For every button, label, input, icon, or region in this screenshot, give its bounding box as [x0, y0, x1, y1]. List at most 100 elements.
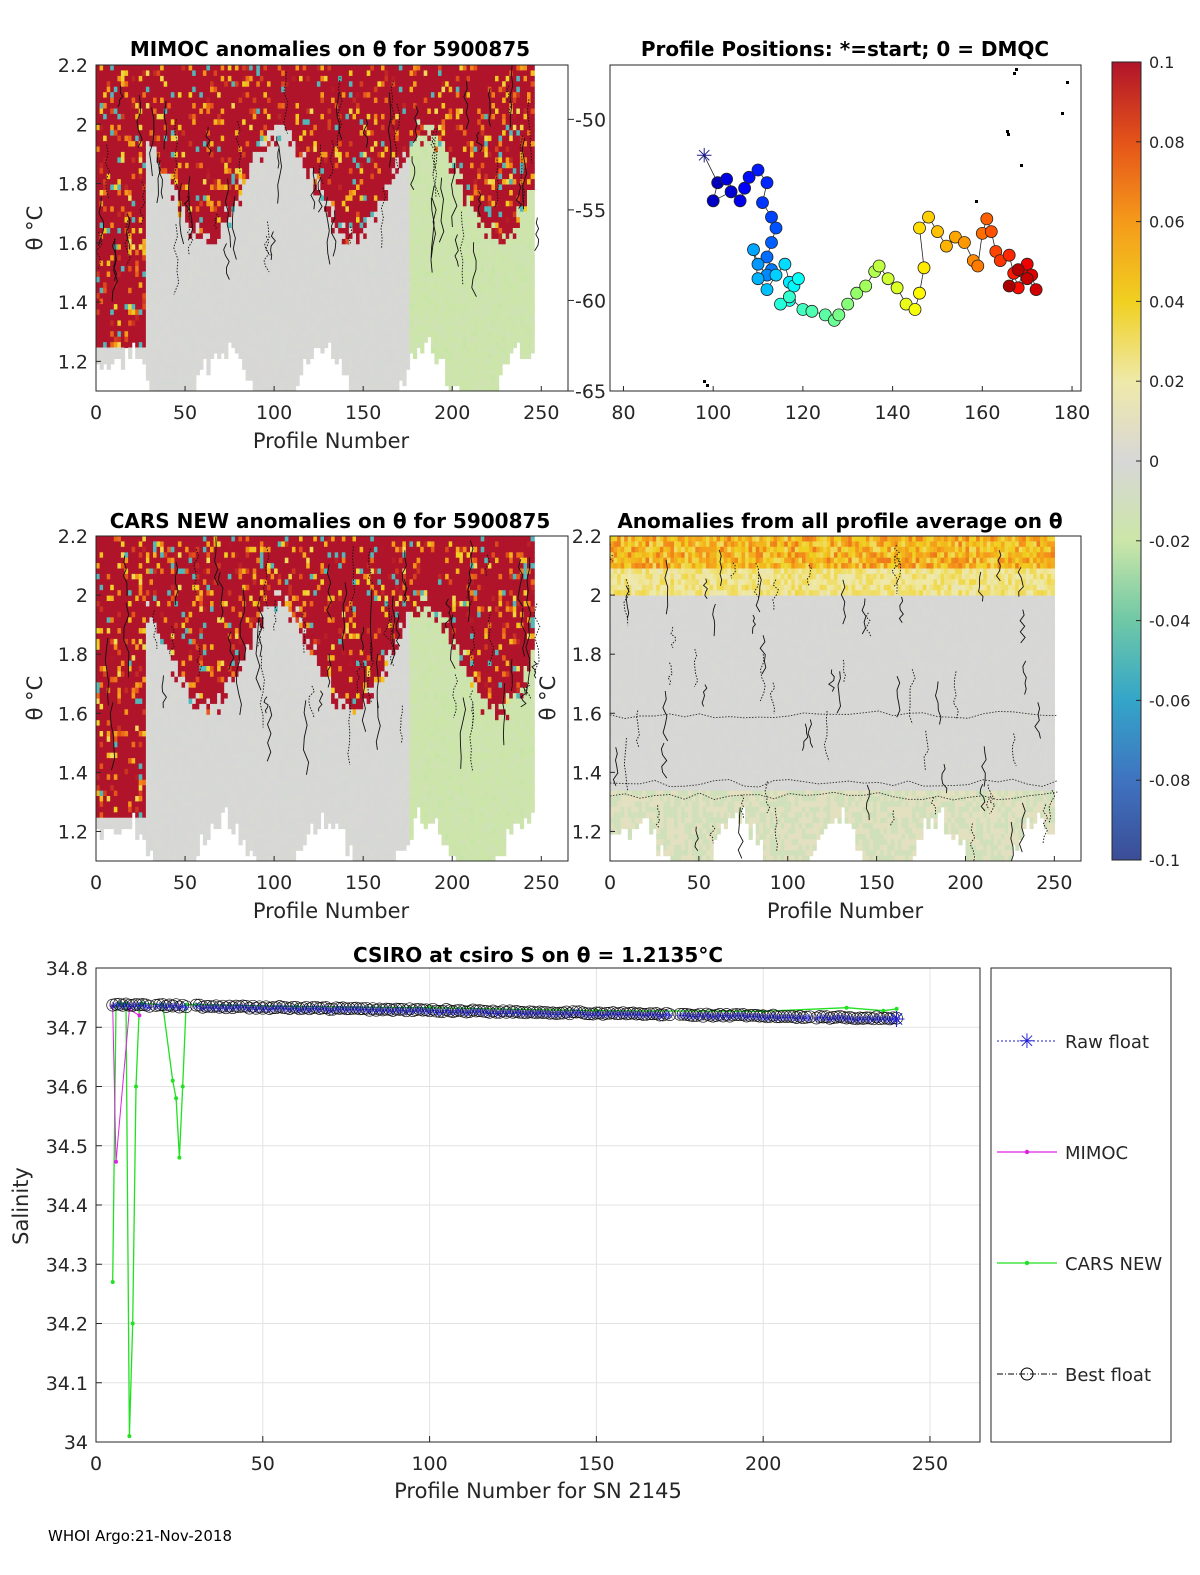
mimoc-cell	[96, 200, 101, 207]
mimoc-cell	[281, 266, 286, 272]
mimoc-cell	[359, 320, 364, 327]
mimoc-cell	[363, 162, 368, 169]
mimoc-cell	[170, 255, 175, 262]
mimoc-cell	[167, 385, 172, 391]
mimoc-cell	[167, 325, 172, 332]
mimoc-cell	[288, 336, 293, 343]
mimoc-cell	[192, 276, 197, 283]
mimoc-cell	[177, 151, 183, 158]
mimoc-cell	[142, 298, 147, 305]
mimoc-cell	[320, 276, 325, 283]
mimoc-cell	[142, 75, 147, 82]
mimoc-cell	[320, 81, 325, 88]
mimoc-cell	[202, 304, 208, 311]
mimoc-cell	[113, 124, 118, 131]
mimoc-cell	[195, 320, 200, 327]
mimoc-cell	[263, 103, 268, 109]
mimoc-cell	[252, 86, 257, 93]
mimoc-cell	[224, 108, 229, 115]
mimoc-cell	[103, 124, 108, 131]
mimoc-cell	[160, 363, 165, 370]
mimoc-cell	[202, 320, 208, 327]
mimoc-cell	[341, 369, 346, 376]
mimoc-cell	[131, 103, 136, 109]
mimoc-cell	[359, 331, 364, 338]
mimoc-cell	[160, 206, 165, 213]
mimoc-cell	[352, 358, 357, 365]
mimoc-cell	[163, 173, 168, 180]
mimoc-cell	[309, 70, 314, 77]
mimoc-cell	[124, 173, 129, 180]
mimoc-cell	[249, 103, 254, 109]
mimoc-cell	[352, 168, 357, 175]
mimoc-cell	[185, 353, 190, 359]
mimoc-cell	[348, 124, 354, 131]
mimoc-cell	[206, 244, 211, 251]
mimoc-cell	[366, 238, 371, 245]
mimoc-cell	[245, 309, 250, 316]
mimoc-cell	[138, 113, 143, 120]
mimoc-cell	[281, 211, 286, 218]
mimoc-cell	[356, 358, 361, 365]
mimoc-cell	[181, 130, 186, 137]
mimoc-cell	[309, 146, 314, 153]
mimoc-cell	[242, 238, 247, 245]
mimoc-cell	[366, 336, 371, 343]
mimoc-cell	[288, 309, 293, 316]
mimoc-cell	[295, 314, 300, 321]
mimoc-cell	[384, 179, 389, 186]
mimoc-cell	[259, 287, 265, 294]
mimoc-cell	[274, 353, 279, 359]
mimoc-cell	[227, 260, 232, 267]
mimoc-cell	[306, 233, 311, 240]
mimoc-cell	[359, 86, 364, 93]
mimoc-cell	[170, 336, 175, 343]
mimoc-cell	[277, 266, 282, 272]
mimoc-cell	[153, 103, 158, 109]
mimoc-cell	[391, 342, 396, 349]
mimoc-cell	[331, 304, 336, 311]
mimoc-cell	[231, 331, 236, 338]
mimoc-cell	[185, 249, 190, 256]
mimoc-cell	[227, 130, 232, 137]
mimoc-cell	[106, 200, 111, 207]
mimoc-cell	[135, 141, 140, 148]
mimoc-cell	[402, 266, 407, 272]
mimoc-cell	[103, 331, 108, 338]
mimoc-cell	[306, 141, 311, 148]
mimoc-cell	[302, 173, 307, 180]
mimoc-cell	[341, 157, 346, 164]
mimoc-cell	[103, 184, 108, 191]
mimoc-cell	[227, 249, 232, 256]
mimoc-cell	[199, 200, 204, 207]
mimoc-cell	[309, 162, 314, 169]
mimoc-cell	[309, 97, 314, 104]
mimoc-cell	[291, 86, 297, 93]
mimoc-cell	[156, 353, 161, 359]
mimoc-cell	[156, 130, 161, 137]
mimoc-cell	[195, 304, 200, 311]
mimoc-cell	[331, 157, 336, 164]
mimoc-cell	[210, 282, 215, 289]
mimoc-cell	[227, 146, 232, 153]
mimoc-cell	[149, 217, 154, 224]
mimoc-cell	[384, 260, 389, 267]
mimoc-cell	[224, 141, 229, 148]
mimoc-cell	[199, 190, 204, 196]
mimoc-cell	[142, 70, 147, 77]
mimoc-cell	[245, 75, 250, 82]
mimoc-cell	[381, 113, 386, 120]
mimoc-cell	[245, 266, 250, 272]
mimoc-cell	[299, 195, 304, 202]
mimoc-cell	[160, 146, 165, 153]
mimoc-cell	[391, 228, 396, 234]
mimoc-cell	[377, 363, 382, 370]
mimoc-cell	[96, 260, 101, 267]
mimoc-cell	[106, 75, 111, 82]
mimoc-cell	[210, 179, 215, 186]
mimoc-cell	[359, 374, 364, 381]
mimoc-cell	[231, 119, 236, 126]
mimoc-cell	[352, 380, 357, 387]
mimoc-cell	[324, 65, 329, 71]
mimoc-cell	[217, 135, 222, 142]
